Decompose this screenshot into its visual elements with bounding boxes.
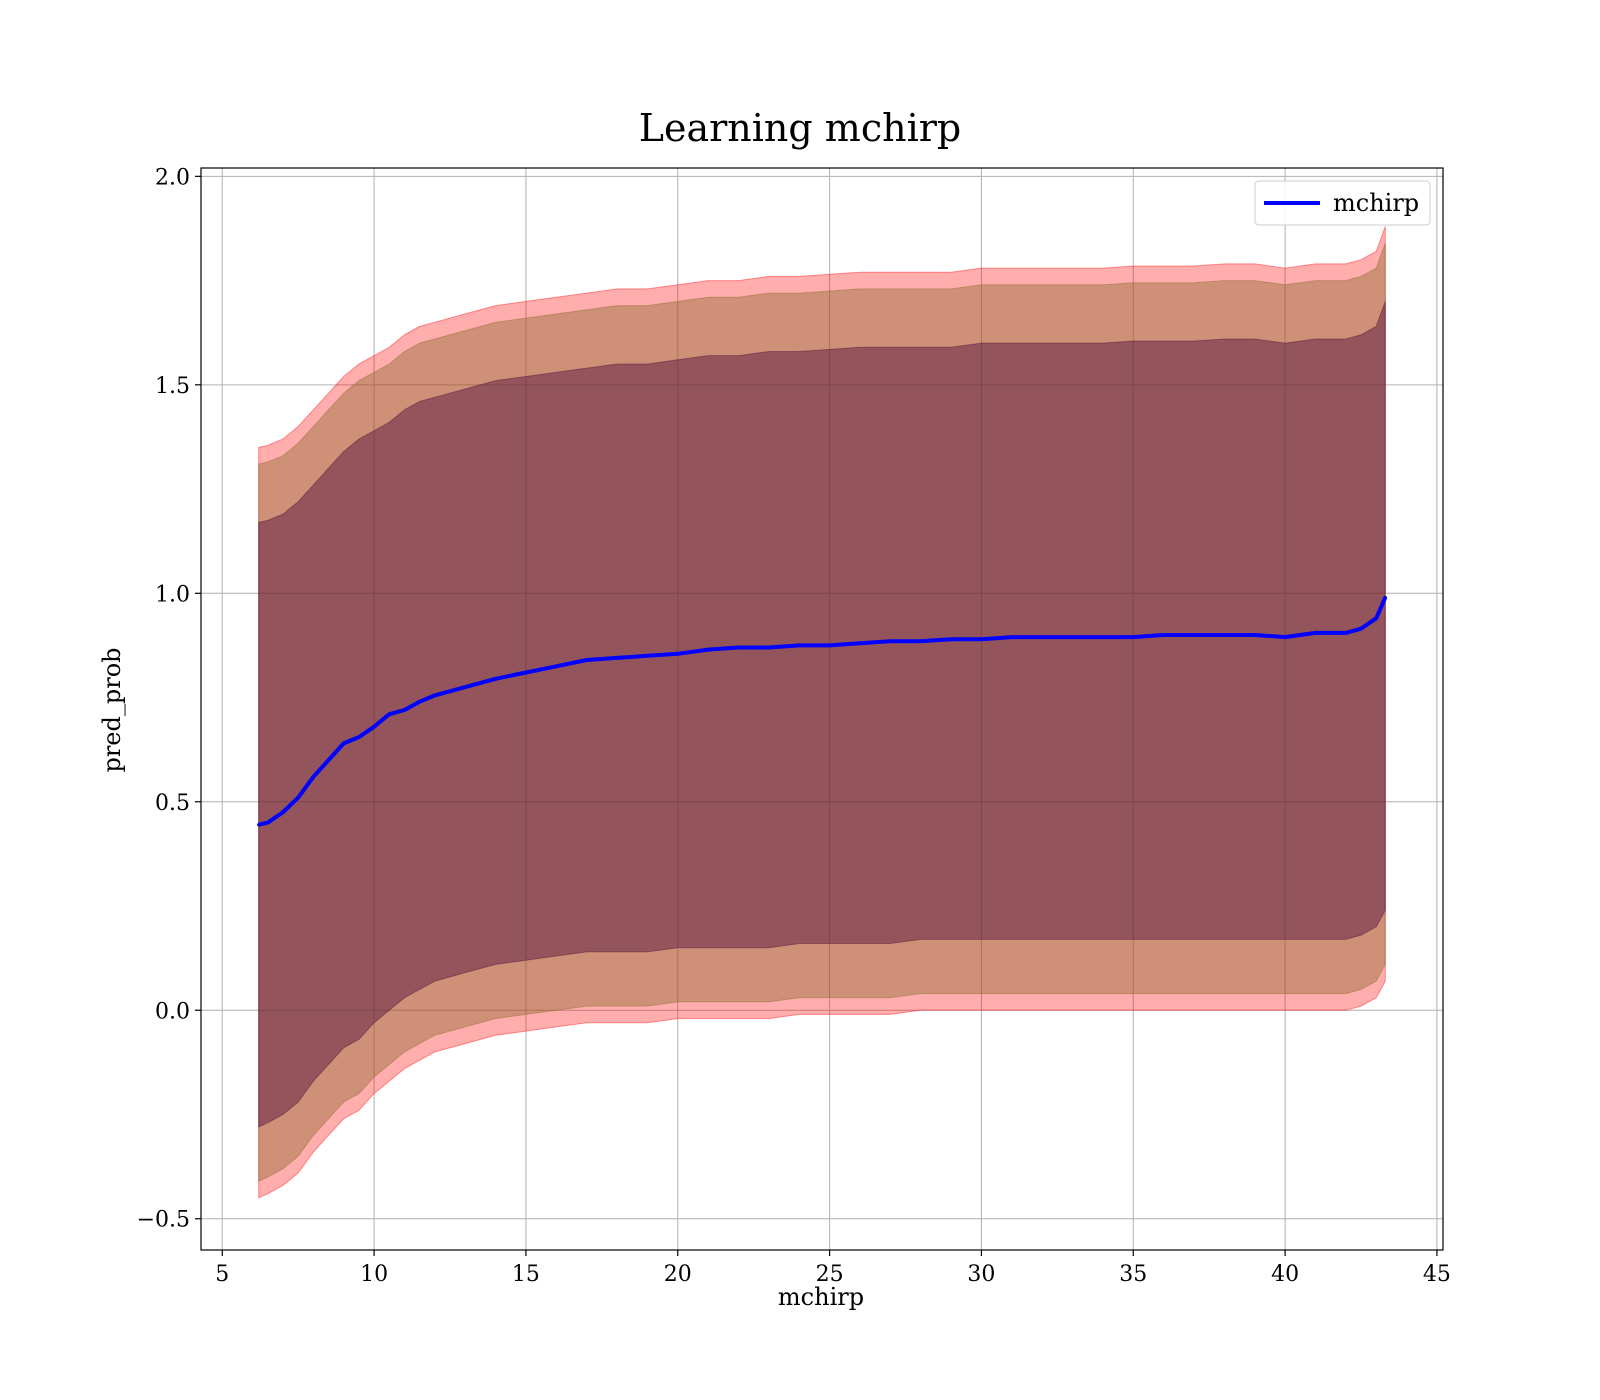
y-tick-label: −0.5 (137, 1208, 190, 1233)
y-tick-label: 2.0 (155, 165, 190, 190)
series-point (1192, 633, 1196, 637)
series-point (736, 645, 741, 650)
series-point (1374, 616, 1378, 620)
series-point (645, 654, 649, 658)
plot-frame (200, 167, 1444, 1251)
series-point (257, 823, 261, 827)
series-point (357, 735, 361, 739)
band-outer (258, 226, 1386, 1199)
series-point (1162, 633, 1166, 637)
series-point (949, 637, 953, 641)
series-point (326, 758, 331, 762)
series-point (1359, 627, 1363, 631)
series-point (585, 658, 589, 662)
series-point (797, 643, 801, 648)
series-point (1313, 631, 1318, 635)
series-point (1283, 635, 1287, 639)
series-point (372, 725, 376, 729)
x-axis-label: mchirp (778, 1283, 864, 1311)
series-point (767, 645, 771, 650)
x-tick-label: 45 (1423, 1262, 1451, 1287)
band-middle (258, 242, 1386, 1182)
series-point (706, 647, 710, 652)
series-point (979, 637, 984, 641)
series-point (827, 643, 832, 648)
x-tick-label: 35 (1119, 1262, 1147, 1287)
series-line-group (257, 595, 1388, 827)
series-point (676, 652, 680, 656)
series-point (1010, 635, 1014, 639)
series-point (1101, 635, 1105, 639)
series-point (1253, 633, 1257, 637)
series-point (493, 677, 498, 681)
series-point (524, 670, 528, 675)
series-point (266, 821, 270, 825)
series-point (296, 796, 300, 800)
y-tick-label: 0.5 (155, 791, 190, 816)
y-tick-label: 1.5 (155, 374, 190, 399)
series-point (1131, 635, 1135, 639)
y-tick-label: 0.0 (155, 999, 190, 1024)
grid (201, 168, 1443, 1250)
bands (258, 226, 1386, 1199)
x-tick-label: 25 (816, 1262, 844, 1287)
legend-box (1254, 180, 1431, 226)
x-tick-label: 5 (215, 1262, 229, 1287)
series-point (1383, 595, 1387, 600)
y-tick-label: 1.0 (155, 582, 190, 607)
legend: mchirp (1254, 180, 1431, 226)
series-point (418, 700, 422, 704)
y-axis-label: pred_prob (98, 647, 126, 772)
series-point (342, 741, 346, 745)
ticks: 5 10 15 20 25 30 35 40 45 −0.5 0.0 0.5 1.0 1.5 2.0 (137, 165, 1451, 1287)
band-inner (258, 301, 1386, 1128)
x-tick-label: 30 (967, 1262, 995, 1287)
series-point (615, 656, 619, 660)
series-point (1344, 631, 1348, 635)
series-point (281, 810, 285, 814)
series-point (1040, 635, 1044, 639)
series-point (858, 641, 862, 645)
series-point (888, 639, 892, 643)
x-tick-label: 20 (664, 1262, 692, 1287)
series-point (463, 685, 467, 689)
series-point (919, 639, 923, 643)
x-tick-label: 15 (512, 1262, 540, 1287)
series-line-mchirp (258, 596, 1388, 827)
series-point (311, 775, 315, 779)
legend-entry-label: mchirp (1333, 189, 1419, 217)
series-point (554, 664, 558, 668)
series-point (402, 708, 407, 712)
series-point (1070, 635, 1075, 639)
series-point (1222, 633, 1226, 637)
series-point (387, 712, 391, 716)
chart-title: Learning mchirp (639, 106, 961, 150)
x-tick-label: 10 (360, 1262, 388, 1287)
x-tick-label: 40 (1271, 1262, 1299, 1287)
series-point (433, 693, 437, 698)
